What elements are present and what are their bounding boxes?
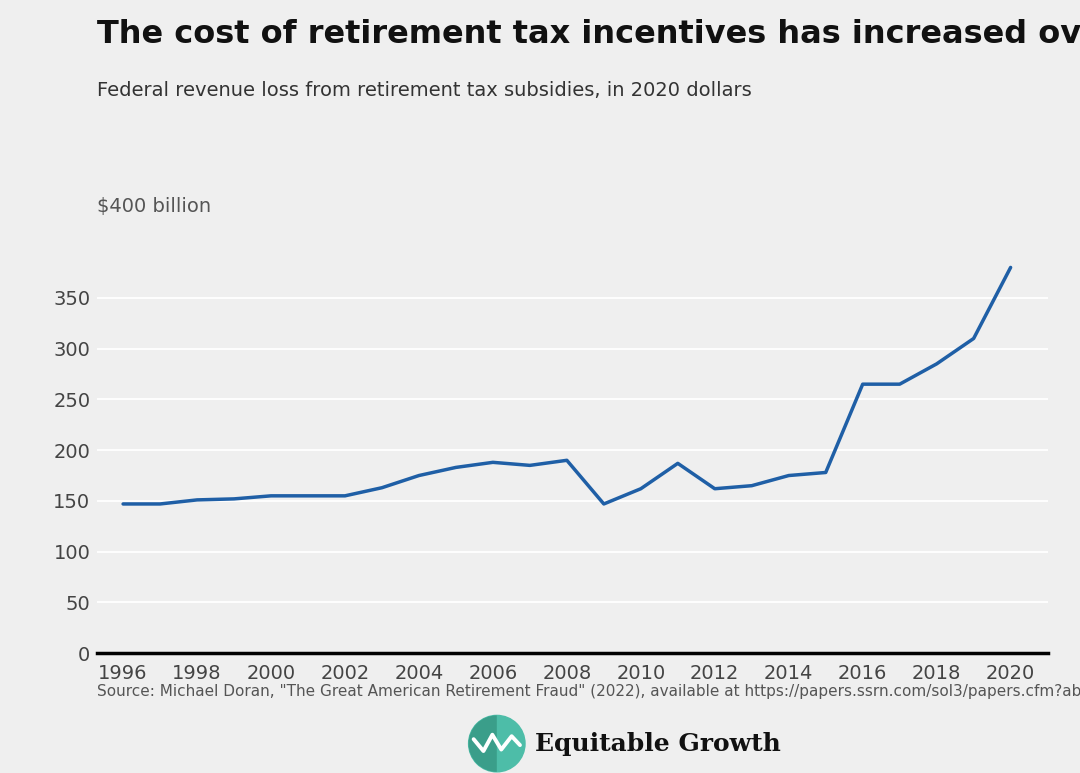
Circle shape: [469, 715, 525, 772]
Text: $400 billion: $400 billion: [97, 197, 212, 216]
Text: Federal revenue loss from retirement tax subsidies, in 2020 dollars: Federal revenue loss from retirement tax…: [97, 81, 752, 100]
Text: Source: Michael Doran, "The Great American Retirement Fraud" (2022), available a: Source: Michael Doran, "The Great Americ…: [97, 684, 1080, 700]
Text: Equitable Growth: Equitable Growth: [536, 731, 781, 756]
Wedge shape: [469, 715, 497, 772]
Text: The cost of retirement tax incentives has increased over the past decade: The cost of retirement tax incentives ha…: [97, 19, 1080, 50]
